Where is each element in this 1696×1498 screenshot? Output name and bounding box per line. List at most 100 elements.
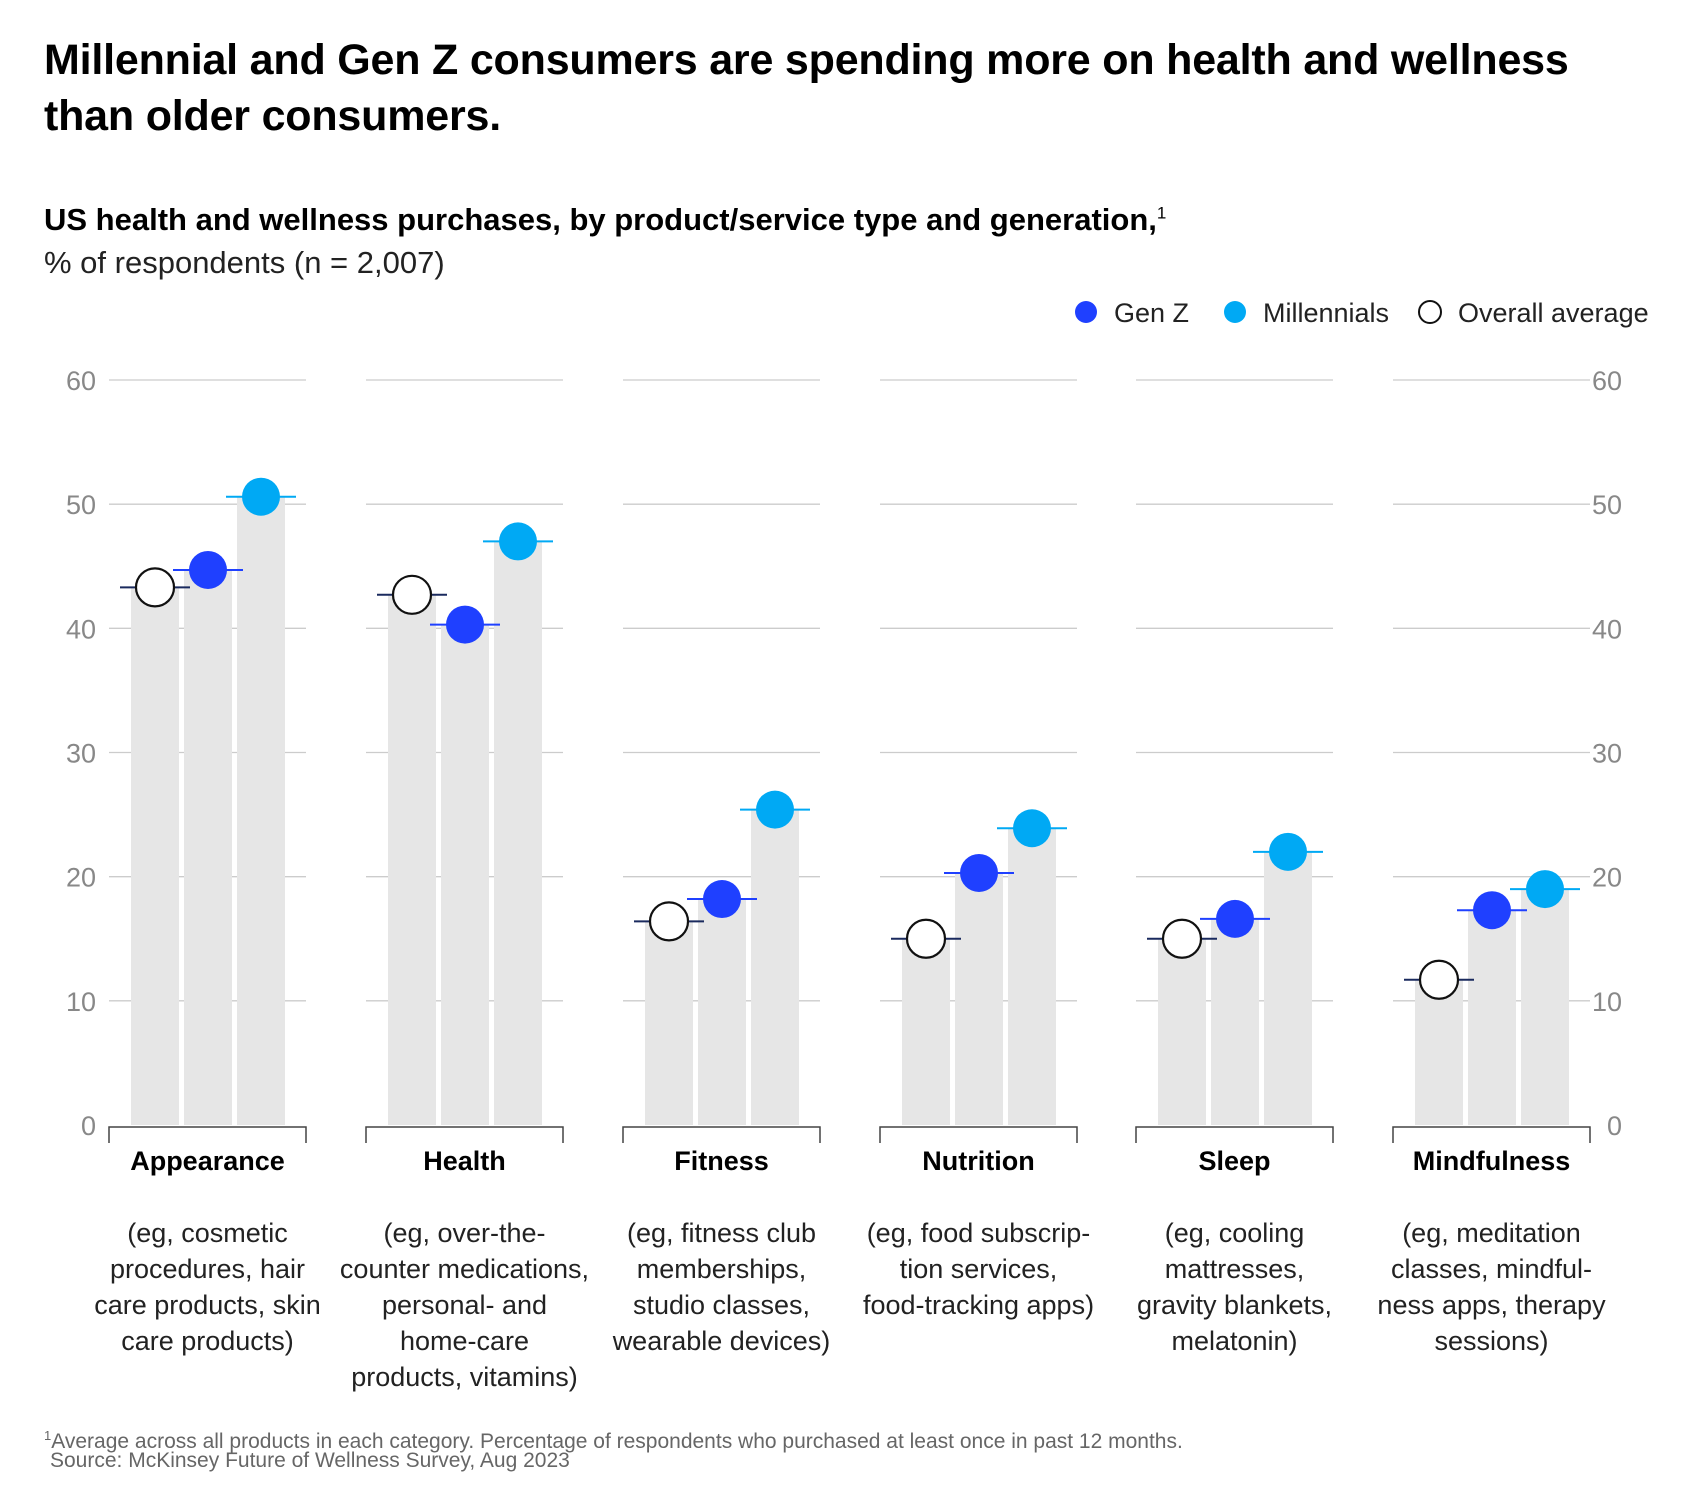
category-note: mattresses, <box>1165 1254 1305 1284</box>
axis-bracket <box>1135 1126 1334 1143</box>
category-note: (eg, cooling <box>1165 1218 1305 1248</box>
bar <box>1211 918 1259 1125</box>
bar <box>1415 979 1463 1125</box>
bar <box>494 541 542 1125</box>
category-note: care products, skin <box>94 1290 321 1320</box>
axis-bracket <box>1392 1126 1591 1143</box>
source-note: Source: McKinsey Future of Wellness Surv… <box>50 1449 570 1472</box>
bar <box>955 872 1003 1125</box>
bar <box>184 569 232 1125</box>
y-tick-label-right: 10 <box>1592 987 1622 1017</box>
data-point <box>391 574 433 615</box>
bar <box>698 899 746 1125</box>
bar <box>1158 938 1206 1125</box>
headline: Millennial and Gen Z consumers are spend… <box>44 36 1569 140</box>
data-point <box>648 901 690 942</box>
category-note: memberships, <box>637 1254 807 1284</box>
y-tick-label-right: 0 <box>1607 1111 1622 1141</box>
legend-marker <box>1075 301 1097 323</box>
data-point <box>1473 891 1511 930</box>
bar <box>131 587 179 1125</box>
data-point <box>1161 918 1203 959</box>
y-tick-label-left: 10 <box>66 987 96 1017</box>
bar <box>388 594 436 1125</box>
bar <box>1008 828 1056 1125</box>
category-note: food-tracking apps) <box>863 1290 1094 1320</box>
legend-label: Overall average <box>1458 298 1649 328</box>
data-point <box>1216 899 1254 938</box>
legend-marker <box>1418 300 1442 324</box>
category-note: sessions) <box>1434 1326 1548 1356</box>
category-note: ness apps, therapy <box>1377 1290 1606 1320</box>
data-point <box>446 605 484 644</box>
category-label: Nutrition <box>922 1146 1034 1176</box>
category-note: wearable devices) <box>612 1326 831 1356</box>
legend-label: Millennials <box>1263 298 1389 328</box>
data-point <box>242 477 280 516</box>
bar <box>751 809 799 1125</box>
category-note: tion services, <box>900 1254 1058 1284</box>
data-point <box>905 918 947 959</box>
data-point <box>134 567 176 608</box>
data-point <box>189 550 227 589</box>
bar <box>441 624 489 1125</box>
y-tick-label-left: 0 <box>81 1111 96 1141</box>
chart-subtitle-text: US health and wellness purchases, by pro… <box>44 202 1157 237</box>
category-note: products, vitamins) <box>351 1362 578 1392</box>
axis-bracket <box>622 1126 821 1143</box>
bar <box>1264 851 1312 1125</box>
category-note: (eg, food subscrip- <box>867 1218 1091 1248</box>
category-note: (eg, fitness club <box>627 1218 816 1248</box>
legend-marker <box>1224 301 1246 323</box>
subtitle-footnote-marker: 1 <box>1156 203 1167 223</box>
axis-bracket <box>365 1126 564 1143</box>
dot-bar-chart: 0 0 10 10 20 20 30 30 40 40 50 50 60 60 Appearance (eg,… <box>66 298 1649 1392</box>
category-label: Mindfulness <box>1413 1146 1571 1176</box>
data-point <box>1269 832 1307 871</box>
bar <box>645 921 693 1125</box>
y-tick-label-left: 30 <box>66 739 96 769</box>
data-point <box>703 880 741 919</box>
bar <box>1521 889 1569 1125</box>
category-note: personal- and <box>382 1290 547 1320</box>
category-note: procedures, hair <box>110 1254 305 1284</box>
category-note: studio classes, <box>633 1290 810 1320</box>
category-label: Appearance <box>130 1146 285 1176</box>
category-note: classes, mindful- <box>1391 1254 1592 1284</box>
chart-subtitle: US health and wellness purchases, by pro… <box>44 202 1166 238</box>
y-tick-label-left: 50 <box>66 490 96 520</box>
category-label: Fitness <box>674 1146 769 1176</box>
category-note: home-care <box>400 1326 529 1356</box>
category-note: care products) <box>121 1326 294 1356</box>
y-tick-label-right: 50 <box>1592 490 1622 520</box>
y-tick-label-left: 60 <box>66 366 96 396</box>
bar <box>237 496 285 1125</box>
data-point <box>756 790 794 829</box>
category-note: (eg, cosmetic <box>127 1218 288 1248</box>
y-tick-label-left: 40 <box>66 614 96 644</box>
category-note: counter medications, <box>340 1254 589 1284</box>
data-point <box>1013 809 1051 848</box>
y-tick-label-left: 20 <box>66 863 96 893</box>
axis-bracket <box>108 1126 307 1143</box>
y-tick-label-right: 20 <box>1592 863 1622 893</box>
category-label: Sleep <box>1198 1146 1270 1176</box>
data-point <box>1526 870 1564 909</box>
category-note: gravity blankets, <box>1137 1290 1332 1320</box>
data-point <box>1418 959 1460 1000</box>
category-label: Health <box>423 1146 506 1176</box>
y-tick-label-right: 40 <box>1592 614 1622 644</box>
footnote-marker: 1 <box>44 1428 52 1443</box>
category-note: melatonin) <box>1171 1326 1297 1356</box>
legend-label: Gen Z <box>1114 298 1189 328</box>
unit-label: % of respondents (n = 2,007) <box>44 245 445 280</box>
axis-bracket <box>879 1126 1078 1143</box>
category-note: (eg, over-the- <box>383 1218 545 1248</box>
footnote-text: Average across all products in each cate… <box>51 1430 1183 1453</box>
y-tick-label-right: 60 <box>1592 366 1622 396</box>
category-note: (eg, meditation <box>1402 1218 1581 1248</box>
data-point <box>960 853 998 892</box>
bar <box>902 938 950 1125</box>
data-point <box>499 522 537 561</box>
bar <box>1468 910 1516 1125</box>
